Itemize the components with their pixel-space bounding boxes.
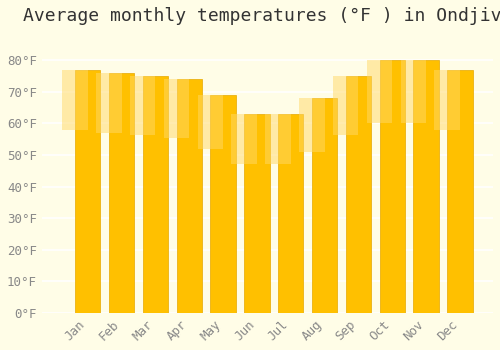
Bar xyxy=(380,60,405,313)
Bar xyxy=(164,79,189,138)
Bar xyxy=(414,60,438,313)
Title: Average monthly temperatures (°F ) in Ondjiva: Average monthly temperatures (°F ) in On… xyxy=(22,7,500,25)
Bar xyxy=(232,114,257,164)
Bar xyxy=(434,70,460,131)
Bar xyxy=(367,60,392,123)
Bar xyxy=(130,76,156,135)
Bar xyxy=(142,76,168,313)
Bar xyxy=(346,76,371,313)
Bar xyxy=(176,79,202,313)
Bar xyxy=(62,70,88,131)
Bar xyxy=(447,70,472,313)
Bar xyxy=(278,114,303,313)
Bar xyxy=(299,98,324,152)
Bar xyxy=(210,95,236,313)
Bar xyxy=(266,114,290,164)
Bar xyxy=(333,76,358,135)
Bar xyxy=(109,73,134,313)
Bar xyxy=(400,60,426,123)
Bar xyxy=(96,73,122,133)
Bar xyxy=(312,98,337,313)
Bar xyxy=(198,95,223,149)
Bar xyxy=(244,114,270,313)
Bar xyxy=(75,70,100,313)
